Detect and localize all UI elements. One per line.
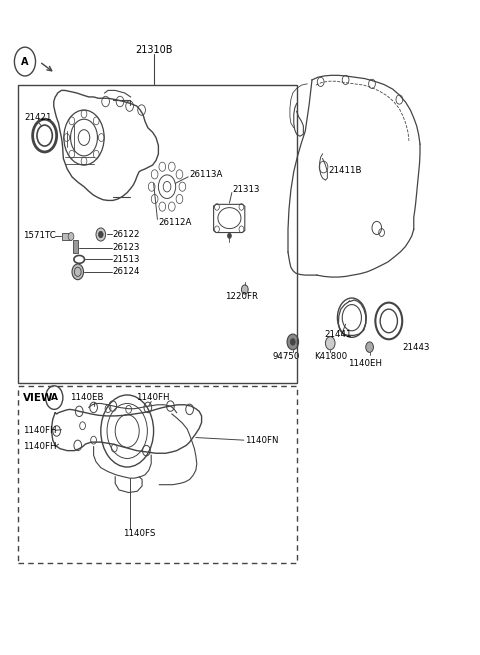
Text: 21441: 21441: [324, 329, 351, 339]
Text: 21443: 21443: [402, 343, 430, 352]
Circle shape: [96, 228, 106, 241]
Circle shape: [290, 339, 295, 345]
Text: 1140FH: 1140FH: [136, 393, 169, 402]
Bar: [62, 233, 71, 240]
Text: 21310B: 21310B: [135, 45, 172, 56]
Text: 94750: 94750: [272, 352, 300, 362]
Text: 21313: 21313: [233, 185, 260, 195]
Text: 26112A: 26112A: [158, 218, 192, 227]
Circle shape: [68, 233, 74, 240]
Text: 26123: 26123: [113, 243, 140, 252]
Text: 21421: 21421: [24, 113, 51, 122]
Bar: [18, 85, 297, 383]
Bar: [73, 240, 78, 253]
Text: A: A: [21, 56, 29, 67]
Text: VIEW: VIEW: [23, 392, 54, 403]
Text: 1140EB: 1140EB: [70, 393, 103, 402]
Bar: [18, 386, 297, 563]
Circle shape: [98, 231, 103, 238]
Circle shape: [287, 334, 299, 350]
Text: A: A: [51, 393, 58, 402]
Text: 1140EH: 1140EH: [348, 359, 382, 368]
Text: 1220FR: 1220FR: [225, 291, 258, 301]
Text: 21411B: 21411B: [329, 166, 362, 175]
Text: 1140FS: 1140FS: [123, 529, 156, 538]
Circle shape: [228, 233, 231, 238]
Circle shape: [241, 285, 248, 294]
Text: 1140FN: 1140FN: [245, 436, 278, 445]
Circle shape: [366, 342, 373, 352]
Text: 1140FH: 1140FH: [23, 442, 57, 451]
Text: 26113A: 26113A: [190, 170, 223, 179]
Circle shape: [325, 337, 335, 350]
Circle shape: [72, 264, 84, 280]
Text: 26124: 26124: [113, 267, 140, 276]
Text: 26122: 26122: [113, 230, 140, 239]
Text: 1571TC: 1571TC: [23, 231, 56, 240]
Text: K41800: K41800: [313, 352, 347, 362]
Text: 1140FH: 1140FH: [23, 426, 57, 435]
Text: 21513: 21513: [113, 255, 140, 264]
